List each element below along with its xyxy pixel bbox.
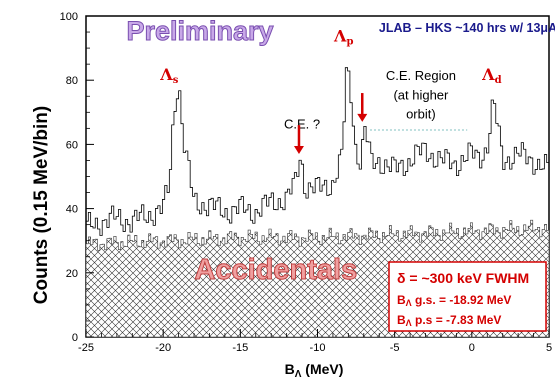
info-box: δ = ~300 keV FWHM BΛ g.s. = -18.92 MeV B… [388, 261, 547, 332]
x-tick-label: -15 [232, 342, 248, 354]
y-tick-label: 40 [66, 204, 78, 216]
preliminary-watermark: Preliminary [126, 16, 273, 46]
y-tick-label: 100 [60, 11, 78, 23]
x-tick-label: -5 [390, 342, 400, 354]
x-tick-label: -25 [78, 342, 94, 354]
histogram-series [86, 67, 549, 236]
info-ground-state: BΛ g.s. = -18.92 MeV [397, 293, 511, 308]
red-arrow-head [293, 146, 304, 155]
peak-label-s: Λs [159, 65, 178, 86]
peak-label-p: Λp [333, 27, 353, 48]
chart-title: JLAB – HKS ~140 hrs w/ 13μA [379, 21, 555, 35]
annotation-text: (at higher [393, 87, 449, 102]
annotations: Λs Λp Λd C.E. ? C.E. Region (at higher orbit) A… [159, 27, 501, 287]
annotation-text: C.E. Region [386, 68, 456, 83]
x-tick-label: -20 [155, 342, 171, 354]
annotation-text: orbit) [406, 107, 436, 122]
axis-ticks: -25 -20 -15 -10 -5 0 5 0 20 40 60 80 100 [60, 11, 552, 354]
x-axis-title: BΛ (MeV) [285, 361, 344, 378]
y-tick-label: 60 [66, 139, 78, 151]
y-axis-title: Counts (0.15 MeV/bin) [31, 106, 52, 304]
x-tick-label: 0 [469, 342, 475, 354]
info-box-frame [388, 261, 547, 332]
info-resolution: δ = ~300 keV FWHM [397, 270, 529, 286]
accidentals-label: Accidentals [194, 254, 357, 286]
x-tick-label: -10 [310, 342, 326, 354]
red-arrow-head [357, 113, 368, 122]
info-p-state: BΛ p.s = -7.83 MeV [397, 313, 501, 328]
x-tick-label: 5 [546, 342, 552, 354]
peak-label-d: Λd [481, 65, 501, 86]
annotation-text: C.E. ? [284, 116, 320, 131]
y-tick-label: 80 [66, 75, 78, 87]
y-tick-label: 20 [66, 268, 78, 280]
histogram-line [86, 67, 549, 236]
y-tick-label: 0 [72, 332, 78, 344]
